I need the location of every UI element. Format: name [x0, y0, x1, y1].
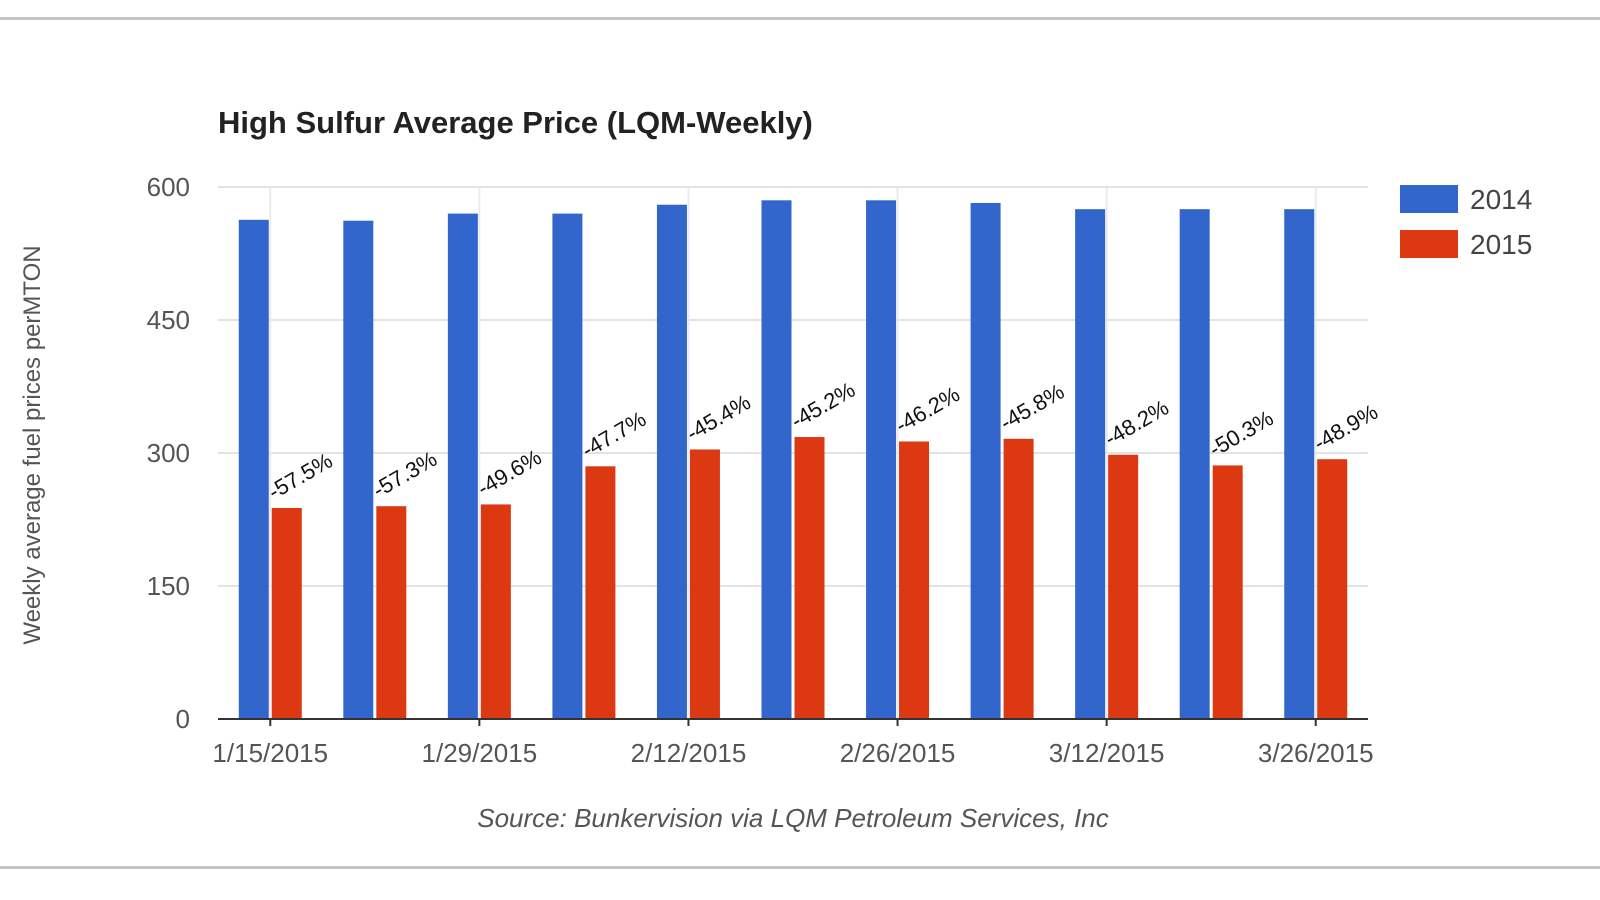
percent-change-label: -45.2%	[787, 377, 860, 434]
bar-2014	[656, 204, 687, 719]
axes: 0 150 300 450 600 1/15/2015 1/29/2015 2/12/2015…	[147, 172, 1374, 768]
x-tick-label: 2/12/2015	[631, 738, 747, 768]
bottom-border-rule	[0, 866, 1600, 869]
legend-swatch-2014	[1400, 185, 1458, 213]
percent-change-label: -45.8%	[996, 379, 1069, 436]
source-note: Source: Bunkervision via LQM Petroleum S…	[477, 803, 1108, 833]
legend-swatch-2015	[1400, 230, 1458, 258]
top-border-rule	[0, 17, 1600, 20]
bar-2015	[376, 506, 407, 719]
percent-change-label: -57.5%	[264, 448, 337, 505]
bar-2014	[1284, 209, 1315, 719]
bar-2015	[689, 449, 720, 719]
x-tick-label: 3/26/2015	[1258, 738, 1374, 768]
y-tick-label: 450	[147, 305, 190, 335]
bar-2014	[1179, 209, 1210, 719]
x-tick-label: 3/12/2015	[1049, 738, 1165, 768]
bar-2015	[794, 437, 825, 719]
legend-label-2014: 2014	[1470, 184, 1532, 215]
bar-2015	[271, 507, 302, 719]
percent-change-label: -46.2%	[891, 381, 964, 438]
legend: 2014 2015	[1400, 184, 1532, 260]
bar-2015	[1212, 465, 1243, 719]
bar-2015	[1003, 438, 1034, 719]
bar-2014	[343, 220, 374, 719]
bar-2014	[1075, 209, 1106, 719]
y-tick-label: 300	[147, 438, 190, 468]
bar-2015	[480, 504, 511, 719]
x-tick-label: 1/15/2015	[212, 738, 328, 768]
percent-change-label: -45.4%	[682, 389, 755, 446]
legend-label-2015: 2015	[1470, 229, 1532, 260]
percent-change-label: -57.3%	[368, 446, 441, 503]
bar-2014	[552, 213, 583, 719]
bar-2014	[447, 213, 478, 719]
x-tick-label: 2/26/2015	[840, 738, 956, 768]
gridlines	[218, 186, 1368, 719]
bars	[238, 200, 1348, 720]
chart-title: High Sulfur Average Price (LQM-Weekly)	[218, 105, 813, 140]
y-axis-label: Weekly average fuel prices perMTON	[19, 245, 46, 644]
percent-change-label: -47.7%	[577, 406, 650, 463]
bar-2015	[1317, 459, 1348, 719]
bar-2015	[1108, 454, 1139, 719]
x-tick-label: 1/29/2015	[422, 738, 538, 768]
y-tick-label: 600	[147, 172, 190, 202]
bar-2015	[585, 466, 616, 719]
bar-2014	[238, 219, 269, 719]
bar-2014	[970, 202, 1001, 719]
percent-change-label: -48.9%	[1309, 399, 1382, 456]
percent-change-label: -48.2%	[1100, 395, 1173, 452]
bar-2014	[761, 200, 792, 720]
bar-2015	[899, 441, 930, 719]
y-tick-label: 150	[147, 571, 190, 601]
y-tick-label: 0	[176, 704, 190, 734]
bar-2014	[866, 200, 897, 720]
